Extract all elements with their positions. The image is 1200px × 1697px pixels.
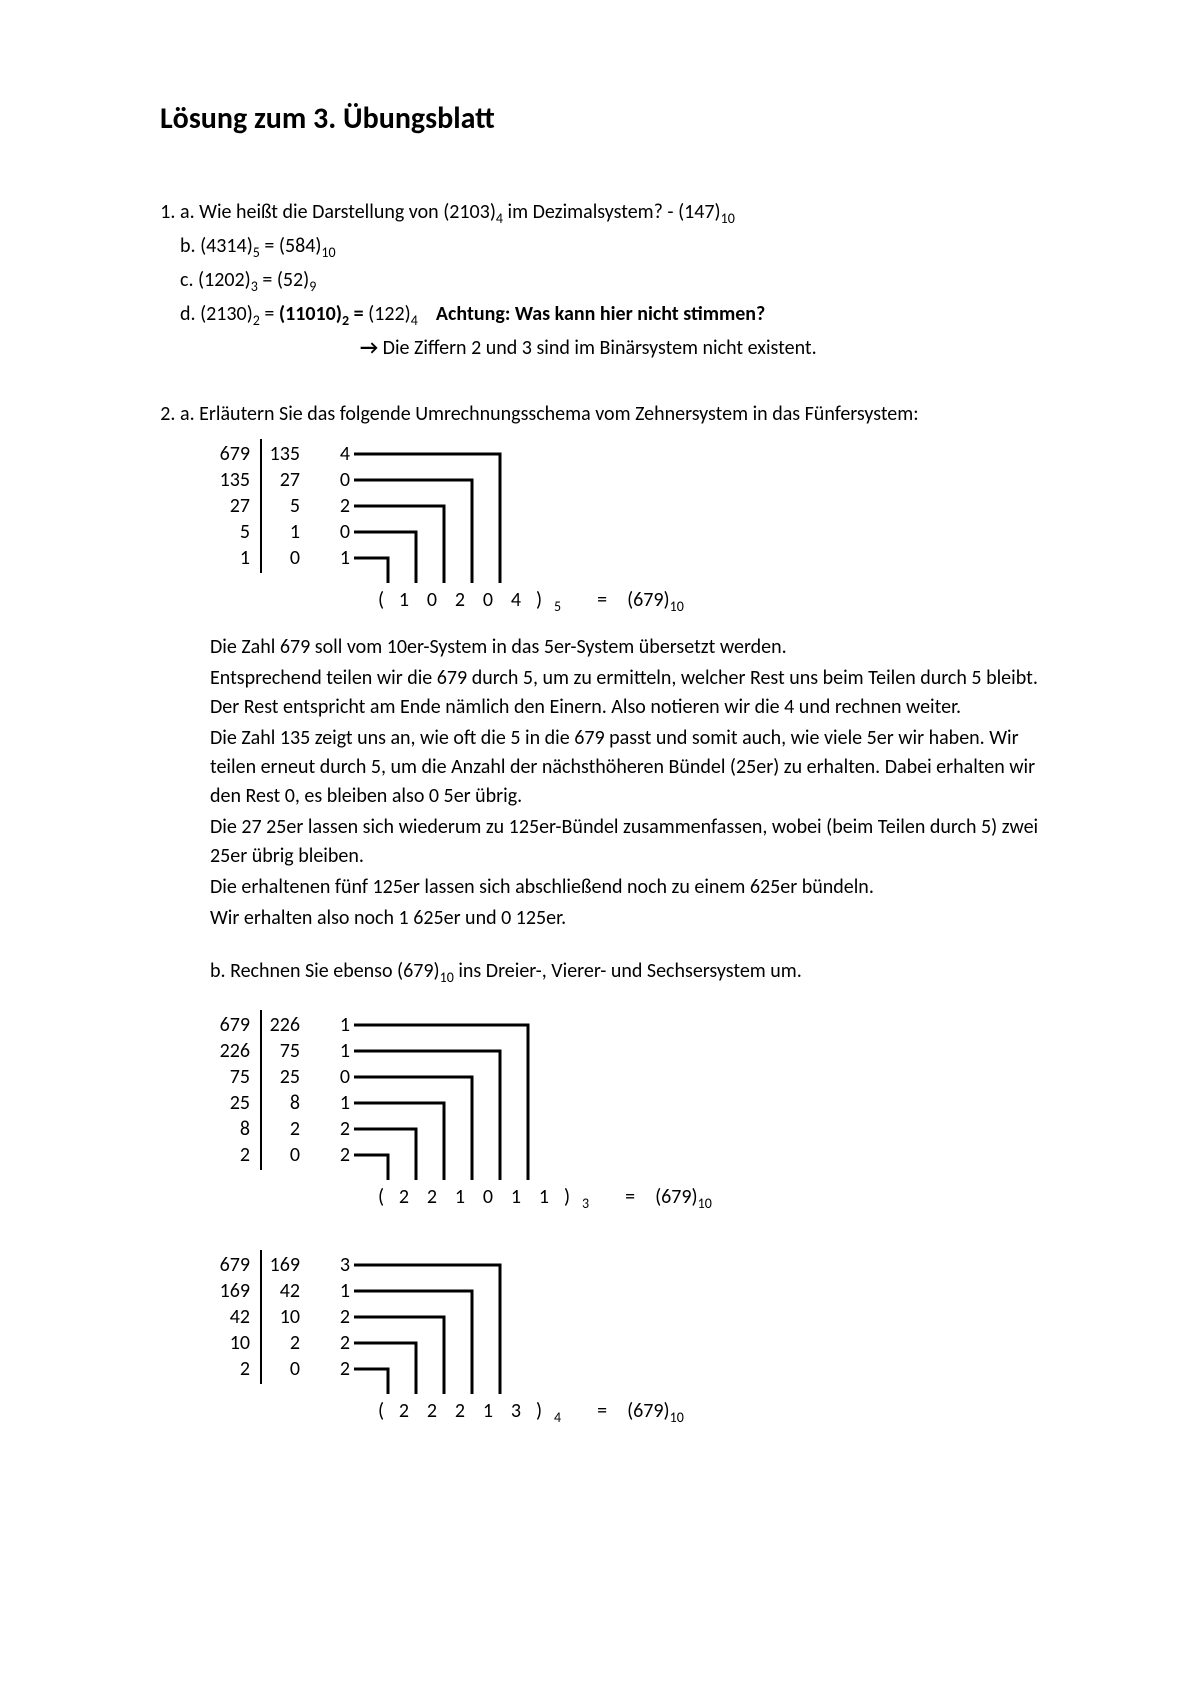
question-2: a. Erläutern Sie das folgende Umrechnung… bbox=[180, 399, 1060, 1426]
q2-b-intro: b. Rechnen Sie ebenso (679)10 ins Dreier… bbox=[210, 957, 1060, 988]
q1-b: b. (4314)5 = (584)10 bbox=[180, 231, 1060, 263]
q2-explanation: Die Zahl 679 soll vom 10er-System in das… bbox=[210, 633, 1060, 988]
q1-d-explanation: Die Ziffern 2 und 3 sind im Binärsystem … bbox=[360, 333, 1060, 363]
q1d-warning: Achtung: Was kann hier nicht stimmen? bbox=[436, 302, 765, 326]
question-1: a. Wie heißt die Darstellung von (2103)4… bbox=[180, 197, 1060, 363]
q1a-pre: a. Wie heißt die Darstellung von (2103) bbox=[180, 200, 496, 224]
schema-base5: 67913541352702752510101(10204)5=(679)10 bbox=[210, 441, 1060, 615]
q1-a: a. Wie heißt die Darstellung von (2103)4… bbox=[180, 197, 1060, 229]
schema-base3: 6792261226751752502581822202(221011)3=(6… bbox=[210, 1012, 1060, 1212]
q1-d: d. (2130)2 = (11010)2 = (122)4 Achtung: … bbox=[180, 299, 1060, 331]
q1-c: c. (1202)3 = (52)9 bbox=[180, 265, 1060, 297]
schema-base4: 6791693169421421021022202(22213)4=(679)1… bbox=[210, 1252, 1060, 1426]
q2-a-intro: a. Erläutern Sie das folgende Umrechnung… bbox=[180, 399, 1060, 429]
page-title: Lösung zum 3. Übungsblatt bbox=[160, 100, 1060, 137]
